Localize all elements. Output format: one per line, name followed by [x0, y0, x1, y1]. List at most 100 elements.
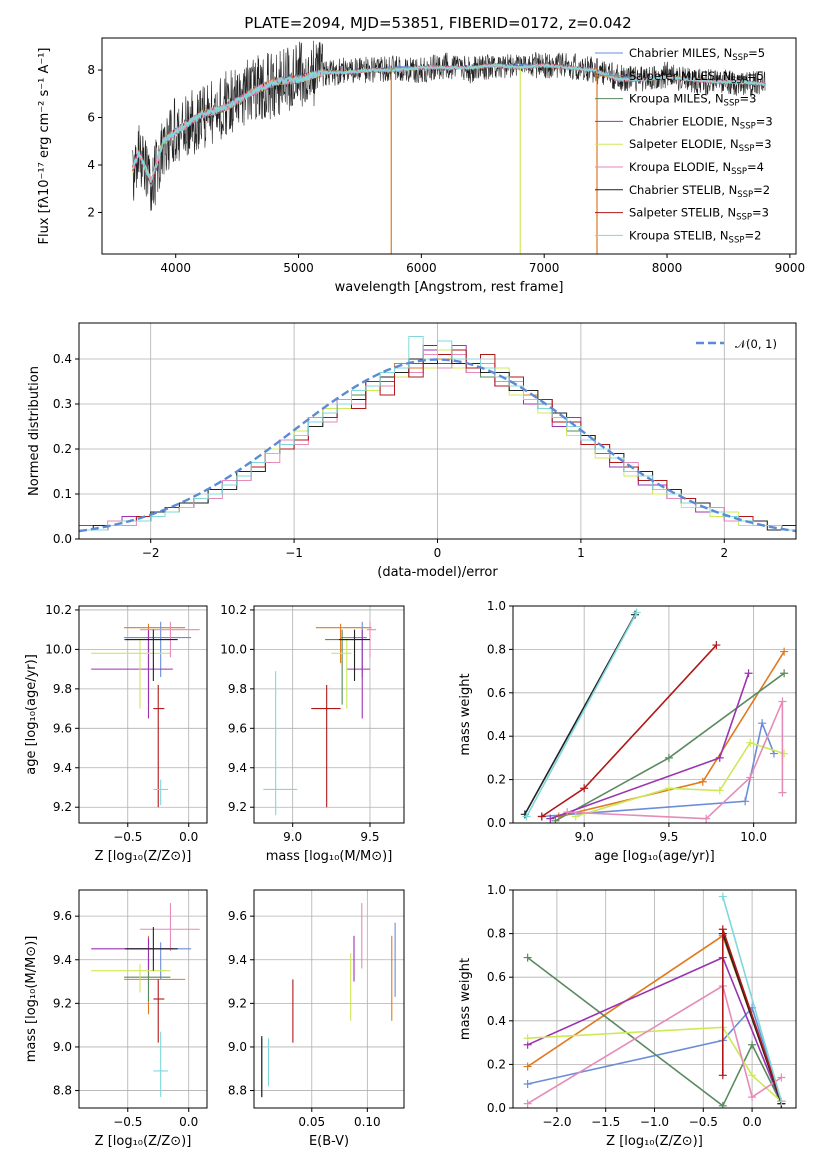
- axes-frame: [78, 889, 208, 1109]
- y-tick-label: 0.6: [487, 970, 506, 984]
- y-axis-label: mass [log₁₀(M/M⊙)]: [24, 936, 39, 1063]
- legend-entry: Chabrier ELODIE, NSSP=3: [629, 114, 773, 131]
- plot-area: [91, 903, 200, 1098]
- weight-marker: [664, 753, 673, 762]
- errorbar-point: [124, 621, 192, 678]
- errorbar-point: [124, 629, 171, 705]
- weight-marker: [778, 788, 787, 797]
- x-tick-label: 1: [577, 546, 585, 560]
- y-tick-label: 9.4: [228, 953, 247, 967]
- weight-marker: [758, 719, 767, 728]
- x-tick-label: 9.0: [283, 830, 302, 844]
- errorbar-point: [346, 629, 370, 719]
- axes-frame: [253, 605, 405, 824]
- weight-marker: [748, 1071, 757, 1080]
- errorbar-point: [125, 927, 178, 971]
- errorbar-point: [125, 629, 178, 681]
- normal-curve: [79, 358, 796, 533]
- weight-marker: [777, 1097, 786, 1106]
- y-axis-label: age [log₁₀(age/yr)]: [24, 654, 39, 775]
- weight-line: [527, 984, 782, 1105]
- errorbar-point: [91, 629, 173, 719]
- y-tick-label: 9.8: [228, 682, 247, 696]
- errorbar-point: [91, 637, 171, 709]
- errorbar-point: [153, 1031, 168, 1098]
- weight-marker: [523, 1034, 532, 1043]
- x-axis-label: wavelength [Angstrom, rest frame]: [335, 280, 564, 295]
- y-tick-label: 0.0: [487, 1101, 506, 1115]
- y-tick-label: 0.4: [487, 729, 506, 743]
- x-tick-label: −1: [285, 546, 303, 560]
- panel-weight-vs-age: 9.0 9.5 10.0 0.0 0.2 0.4 0.6 0.8 1.0 age [log₁₀(a…: [458, 599, 797, 864]
- weight-marker: [712, 641, 721, 650]
- errorbar-point: [124, 942, 192, 980]
- y-tick-label: 9.6: [53, 909, 72, 923]
- panel-spectrum: 4000 5000 6000 7000 8000 9000 2 4 6 8 wavelength […: [37, 37, 806, 295]
- axes-frame: [512, 605, 797, 824]
- weight-marker: [523, 1099, 532, 1108]
- panel-mass-vs-EBV: 0.05 0.10 8.8 9.0 9.2 9.4 9.6 E(B-V): [228, 889, 405, 1149]
- legend-entry: Salpeter STELIB, NSSP=3: [629, 206, 769, 223]
- y-tick-label: 9.2: [53, 996, 72, 1010]
- weight-marker: [741, 797, 750, 806]
- y-tick-label: 9.4: [53, 761, 72, 775]
- x-tick-label: −2.0: [542, 1115, 571, 1129]
- y-tick-label: 9.2: [53, 800, 72, 814]
- x-axis-label: age [log₁₀(age/yr)]: [594, 849, 715, 864]
- y-tick-label: 10.2: [220, 603, 247, 617]
- weight-marker: [718, 892, 727, 901]
- x-tick-label: 9.0: [575, 830, 594, 844]
- errorbar-point: [153, 684, 165, 808]
- weight-marker: [715, 786, 724, 795]
- figure-title: PLATE=2094, MJD=53851, FIBERID=0172, z=0…: [244, 14, 631, 32]
- weight-line: [722, 896, 783, 1102]
- weight-marker: [563, 808, 572, 817]
- axes-frame: [101, 37, 797, 255]
- y-tick-label: 0.2: [487, 1057, 506, 1071]
- weight-marker: [546, 814, 555, 823]
- x-axis-label: Z [log₁₀(Z/Z⊙)]: [95, 1134, 192, 1149]
- weight-marker: [664, 784, 673, 793]
- weight-marker: [523, 953, 532, 962]
- x-axis-label: Z [log₁₀(Z/Z⊙)]: [606, 1134, 703, 1149]
- plot-area: [79, 336, 796, 539]
- weight-marker: [780, 749, 789, 758]
- legend-entry: Kroupa ELODIE, NSSP=4: [629, 160, 764, 177]
- weight-line: [527, 956, 783, 1108]
- y-tick-label: 9.4: [53, 953, 72, 967]
- x-axis-label: (data-model)/error: [377, 565, 498, 580]
- y-tick-label: 1.0: [487, 599, 506, 613]
- x-tick-label: 2: [720, 546, 728, 560]
- y-tick-label: 9.4: [228, 761, 247, 775]
- y-tick-label: 0.4: [487, 1014, 506, 1028]
- axes-frame: [78, 605, 208, 824]
- y-tick-label: 9.0: [228, 1040, 247, 1054]
- weight-marker: [580, 784, 589, 793]
- legend-entry: Kroupa STELIB, NSSP=2: [629, 228, 761, 245]
- y-tick-label: 4: [87, 158, 95, 172]
- errorbar-point: [91, 964, 171, 993]
- plot-area: [91, 621, 200, 808]
- errorbar-point: [139, 903, 200, 952]
- panel-mass-vs-Z: −0.5 0.0 8.8 9.0 9.2 9.4 9.6 Z [log₁₀(Z/Z⊙)] mas…: [24, 889, 208, 1149]
- y-tick-label: 0.6: [487, 686, 506, 700]
- legend-entry: 𝒩(0, 1): [735, 337, 777, 351]
- weight-marker: [780, 647, 789, 656]
- weight-line: [550, 673, 750, 820]
- x-tick-label: 9000: [775, 261, 806, 275]
- x-tick-label: −2: [142, 546, 160, 560]
- y-tick-label: 0.1: [53, 487, 72, 501]
- spectrum-line: [132, 62, 766, 183]
- errorbar-point: [315, 623, 372, 664]
- weight-marker: [522, 812, 531, 821]
- x-tick-label: 6000: [406, 261, 437, 275]
- y-tick-label: 1.0: [487, 883, 506, 897]
- y-tick-label: 0.0: [487, 816, 506, 830]
- y-tick-label: 0.2: [487, 773, 506, 787]
- y-tick-label: 2: [87, 205, 95, 219]
- y-tick-label: 9.8: [53, 682, 72, 696]
- weight-marker: [746, 738, 755, 747]
- weight-marker: [746, 773, 755, 782]
- y-tick-label: 8.8: [228, 1084, 247, 1098]
- x-tick-label: 10.0: [740, 830, 767, 844]
